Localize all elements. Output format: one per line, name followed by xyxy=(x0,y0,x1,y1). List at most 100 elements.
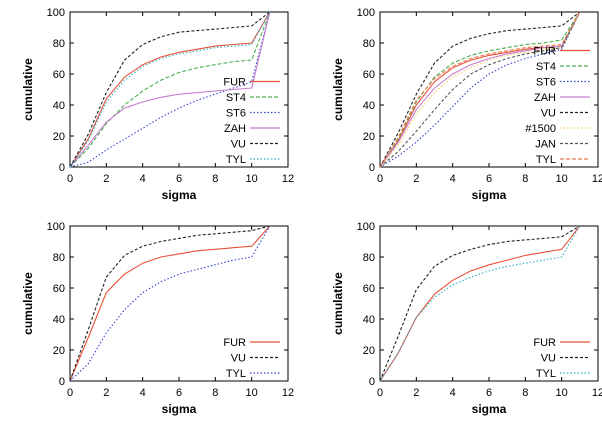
x-tick-label: 0 xyxy=(377,173,383,185)
x-tick-label: 12 xyxy=(592,387,602,399)
y-tick-label: 100 xyxy=(47,7,65,19)
x-tick-label: 8 xyxy=(522,387,528,399)
y-tick-label: 20 xyxy=(53,345,65,357)
y-tick-label: 20 xyxy=(363,345,375,357)
x-axis-label: sigma xyxy=(162,402,197,416)
legend-label: FUR xyxy=(223,77,246,89)
legend-label: VU xyxy=(231,139,246,151)
x-axis-label: sigma xyxy=(472,402,507,416)
legend-label: JAN xyxy=(535,139,556,151)
legend-label: ST6 xyxy=(226,108,246,120)
x-tick-label: 2 xyxy=(413,387,419,399)
y-tick-label: 100 xyxy=(357,221,375,233)
x-tick-label: 4 xyxy=(140,387,146,399)
x-tick-label: 6 xyxy=(176,173,182,185)
y-tick-label: 80 xyxy=(53,38,65,50)
chart-panel-2: 0 2 4 6 8 10 12 0 20 40 60 80 100 sigma cumulative FUR S… xyxy=(331,7,602,202)
x-tick-label: 6 xyxy=(486,173,492,185)
legend-label: TYL xyxy=(226,368,246,380)
y-tick-label: 80 xyxy=(363,38,375,50)
legend-label: VU xyxy=(541,108,556,120)
chart-panel-4: 0 2 4 6 8 10 12 0 20 40 60 80 100 sigma cumulative FUR V… xyxy=(331,221,602,416)
y-tick-label: 40 xyxy=(363,100,375,112)
series-line-fur xyxy=(69,225,271,382)
legend-label: VU xyxy=(231,353,246,365)
x-tick-label: 10 xyxy=(246,173,258,185)
x-tick-label: 6 xyxy=(176,387,182,399)
y-tick-label: 0 xyxy=(369,376,375,388)
legend-label: ZAH xyxy=(224,123,246,135)
x-tick-label: 2 xyxy=(103,173,109,185)
series-line-st4 xyxy=(69,11,271,168)
y-tick-label: 0 xyxy=(369,162,375,174)
legend-label: ST4 xyxy=(536,61,556,73)
y-tick-label: 20 xyxy=(363,131,375,143)
y-tick-label: 40 xyxy=(53,100,65,112)
series-line-zah xyxy=(379,11,581,168)
series-line-jan xyxy=(379,11,581,168)
y-tick-label: 0 xyxy=(59,162,65,174)
x-tick-label: 10 xyxy=(556,173,568,185)
x-tick-label: 0 xyxy=(377,387,383,399)
series-line-vu xyxy=(379,11,581,168)
x-tick-label: 10 xyxy=(246,387,258,399)
y-tick-label: 60 xyxy=(363,69,375,81)
legend-label: TYL xyxy=(536,154,556,166)
legend-label: VU xyxy=(541,353,556,365)
y-axis-label: cumulative xyxy=(21,58,35,121)
y-axis-label: cumulative xyxy=(331,272,345,335)
x-tick-label: 6 xyxy=(486,387,492,399)
x-tick-label: 12 xyxy=(282,387,294,399)
legend-label: FUR xyxy=(223,337,246,349)
x-axis-label: sigma xyxy=(162,188,197,202)
y-tick-label: 80 xyxy=(363,252,375,264)
x-tick-label: 4 xyxy=(140,173,146,185)
y-axis-label: cumulative xyxy=(21,272,35,335)
series-line-fur xyxy=(69,11,271,168)
y-tick-label: 60 xyxy=(363,283,375,295)
legend-label: #1500 xyxy=(525,123,556,135)
y-axis-label: cumulative xyxy=(331,58,345,121)
legend-label: ST4 xyxy=(226,92,246,104)
x-axis-label: sigma xyxy=(472,188,507,202)
x-tick-label: 12 xyxy=(282,173,294,185)
y-tick-label: 40 xyxy=(53,314,65,326)
y-tick-label: 100 xyxy=(357,7,375,19)
y-tick-label: 60 xyxy=(53,283,65,295)
y-tick-label: 0 xyxy=(59,376,65,388)
y-tick-label: 80 xyxy=(53,252,65,264)
x-tick-label: 8 xyxy=(212,173,218,185)
chart-panel-1: 0 2 4 6 8 10 12 0 20 40 60 80 100 sigma cumulative FUR S… xyxy=(21,7,294,202)
series-line-tyl xyxy=(379,225,581,382)
legend-label: ZAH xyxy=(534,92,556,104)
x-tick-label: 12 xyxy=(592,173,602,185)
series-line-tyl xyxy=(379,11,581,168)
series-line-zah xyxy=(69,11,271,168)
legend-label: FUR xyxy=(533,46,556,58)
legend-label: ST6 xyxy=(536,77,556,89)
series-line-vu xyxy=(69,225,270,382)
chart-panel-3: 0 2 4 6 8 10 12 0 20 40 60 80 100 sigma cumulative FUR V… xyxy=(21,221,294,416)
x-tick-label: 4 xyxy=(450,387,456,399)
legend-label: FUR xyxy=(533,337,556,349)
x-tick-label: 8 xyxy=(212,387,218,399)
y-tick-label: 100 xyxy=(47,221,65,233)
series-line-st6 xyxy=(69,11,271,168)
x-tick-label: 0 xyxy=(67,173,73,185)
y-tick-label: 60 xyxy=(53,69,65,81)
series-line-tyl xyxy=(69,11,271,168)
x-tick-label: 8 xyxy=(522,173,528,185)
x-tick-label: 0 xyxy=(67,387,73,399)
x-tick-label: 2 xyxy=(103,387,109,399)
series-line-vu xyxy=(379,225,581,382)
y-tick-label: 20 xyxy=(53,131,65,143)
series-line-vu xyxy=(69,11,271,168)
x-tick-label: 2 xyxy=(413,173,419,185)
x-tick-label: 10 xyxy=(556,387,568,399)
legend-label: TYL xyxy=(536,368,556,380)
y-tick-label: 40 xyxy=(363,314,375,326)
legend-label: TYL xyxy=(226,154,246,166)
x-tick-label: 4 xyxy=(450,173,456,185)
series-line-st4 xyxy=(379,11,581,168)
